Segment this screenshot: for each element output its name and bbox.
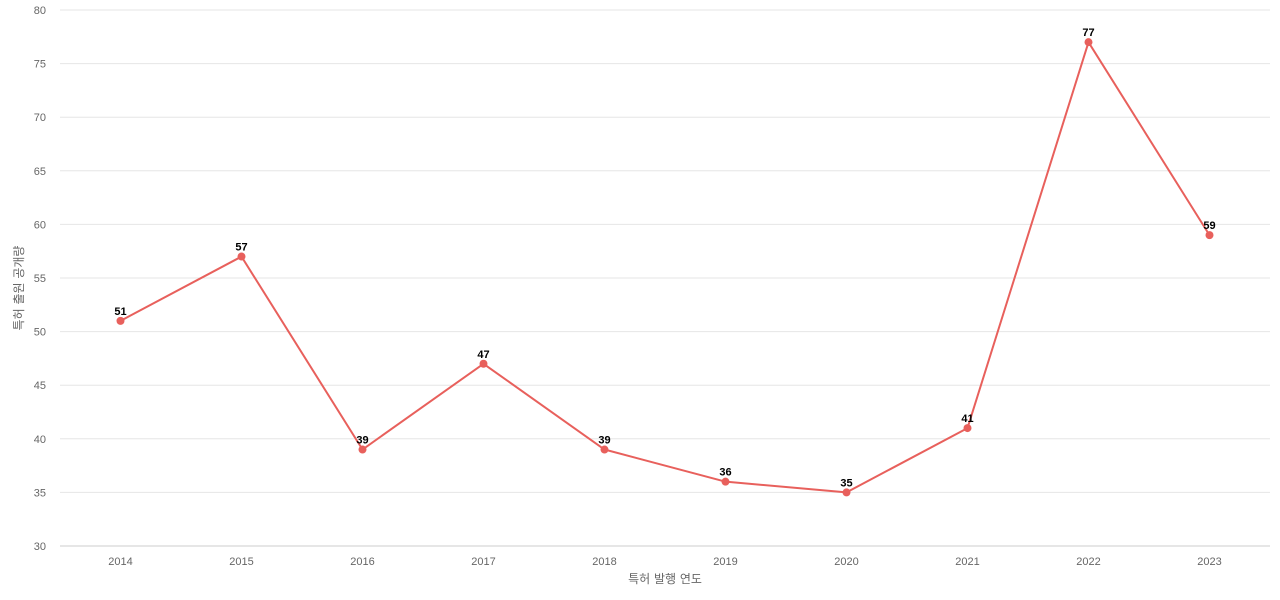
x-tick-label: 2014 — [108, 556, 132, 568]
x-tick-label: 2018 — [592, 556, 616, 568]
data-point[interactable] — [479, 359, 488, 368]
x-tick-label: 2015 — [229, 556, 253, 568]
data-label: 36 — [719, 467, 731, 479]
y-tick-label: 55 — [34, 273, 46, 285]
data-point[interactable] — [721, 477, 730, 486]
y-tick-label: 40 — [34, 434, 46, 446]
data-labels: 51 57 39 47 39 36 35 41 77 59 — [114, 27, 1215, 489]
x-tick-label: 2022 — [1076, 556, 1100, 568]
data-points — [116, 38, 1214, 497]
data-label: 51 — [114, 306, 126, 318]
y-tick-label: 60 — [34, 219, 46, 231]
y-tick-label: 70 — [34, 112, 46, 124]
data-label: 47 — [477, 349, 489, 361]
gridlines — [60, 9, 1270, 493]
data-point[interactable] — [842, 488, 851, 497]
y-tick-label: 80 — [34, 5, 46, 17]
series-group — [120, 41, 1211, 494]
y-tick-label: 65 — [34, 166, 46, 178]
series-line — [120, 41, 1211, 494]
x-tick-label: 2017 — [471, 556, 495, 568]
y-tick-label: 75 — [34, 59, 46, 71]
data-label: 59 — [1203, 220, 1215, 232]
data-label: 39 — [598, 435, 610, 447]
x-tick-label: 2021 — [955, 556, 979, 568]
y-tick-label: 45 — [34, 380, 46, 392]
data-label: 41 — [961, 413, 973, 425]
data-point[interactable] — [600, 445, 609, 454]
y-axis-title: 특허 출원 공개량 — [12, 246, 26, 331]
data-label: 77 — [1082, 27, 1094, 39]
x-tick-label: 2020 — [834, 556, 858, 568]
y-tick-label: 30 — [34, 541, 46, 553]
y-tick-label: 35 — [34, 487, 46, 499]
data-point[interactable] — [358, 445, 367, 454]
x-axis-title: 특허 발행 연도 — [628, 571, 702, 586]
data-label: 35 — [840, 477, 852, 489]
data-point[interactable] — [963, 424, 972, 433]
data-point[interactable] — [1205, 231, 1214, 240]
y-tick-label: 50 — [34, 327, 46, 339]
data-point[interactable] — [116, 316, 125, 325]
x-tick-label: 2016 — [350, 556, 374, 568]
data-point[interactable] — [237, 252, 246, 261]
x-axis-ticks: 2014 2015 2016 2017 2018 2019 2020 2021 2022 2023 — [108, 556, 1221, 568]
x-tick-label: 2023 — [1197, 556, 1221, 568]
data-point[interactable] — [1084, 38, 1093, 47]
y-axis-ticks: 30 35 40 45 50 55 60 65 70 75 80 — [34, 5, 46, 553]
x-tick-label: 2019 — [713, 556, 737, 568]
data-label: 39 — [356, 435, 368, 447]
data-label: 57 — [235, 242, 247, 254]
